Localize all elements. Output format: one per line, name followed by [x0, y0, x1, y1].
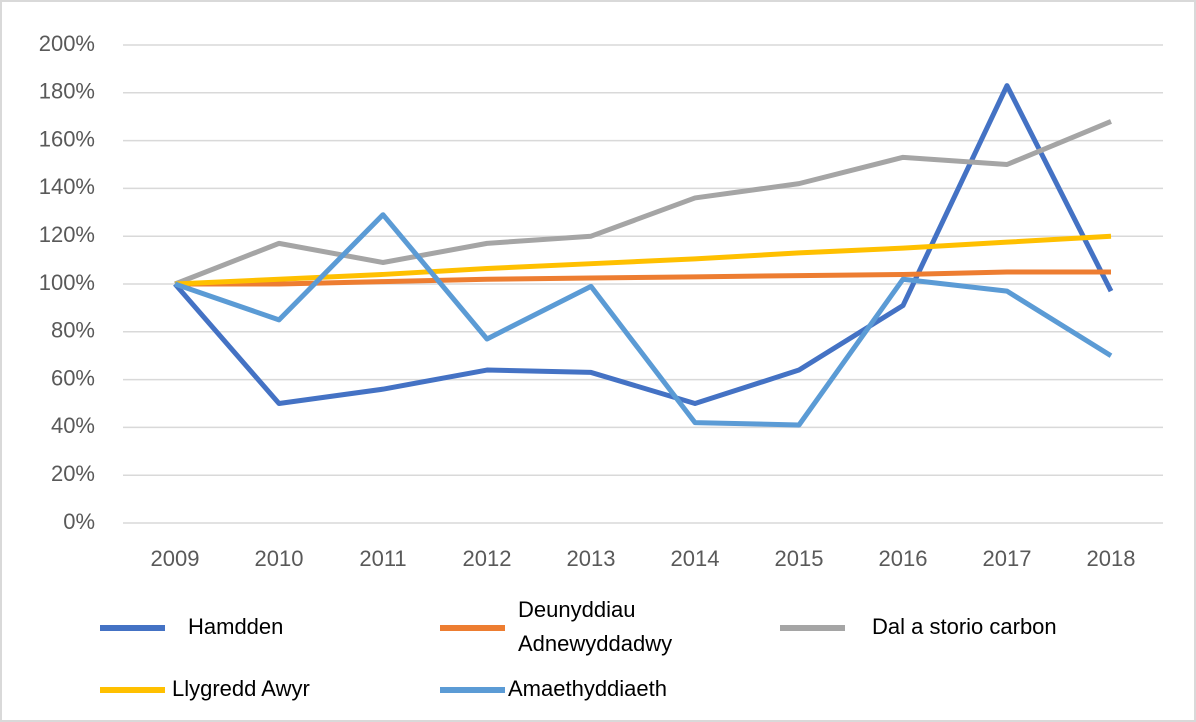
y-tick-label: 180% — [39, 79, 95, 104]
y-tick-label: 140% — [39, 174, 95, 199]
series-line — [174, 119, 1112, 287]
series-line — [175, 269, 1111, 287]
y-tick-label: 200% — [39, 31, 95, 56]
series-line — [174, 233, 1112, 287]
legend-label: Dal a storio carbon — [872, 614, 1057, 639]
y-tick-label: 100% — [39, 270, 95, 295]
legend-label: Llygredd Awyr — [172, 676, 310, 701]
x-tick-label: 2014 — [671, 546, 720, 571]
x-tick-label: 2013 — [567, 546, 616, 571]
x-tick-label: 2011 — [359, 546, 406, 571]
x-tick-label: 2018 — [1087, 546, 1136, 571]
legend-label: Amaethyddiaeth — [508, 676, 667, 701]
y-tick-label: 60% — [51, 365, 95, 390]
series-line — [173, 83, 1114, 406]
series-line — [174, 212, 1113, 428]
y-tick-label: 20% — [51, 461, 95, 486]
legend-label: Deunyddiau Adnewyddadwy — [518, 597, 672, 656]
y-tick-label: 160% — [39, 126, 95, 151]
x-tick-label: 2009 — [151, 546, 200, 571]
x-tick-label: 2012 — [463, 546, 512, 571]
legend-label: Hamdden — [188, 614, 283, 639]
x-tick-label: 2015 — [775, 546, 824, 571]
y-tick-label: 80% — [51, 318, 95, 343]
y-tick-label: 0% — [63, 509, 95, 534]
x-tick-label: 2010 — [255, 546, 304, 571]
x-tick-label: 2016 — [879, 546, 928, 571]
x-tick-label: 2017 — [983, 546, 1032, 571]
y-tick-label: 40% — [51, 413, 95, 438]
y-tick-label: 120% — [39, 222, 95, 247]
legend: Hamdden Deunyddiau Adnewyddadwy Dal a stori… — [100, 597, 1057, 701]
